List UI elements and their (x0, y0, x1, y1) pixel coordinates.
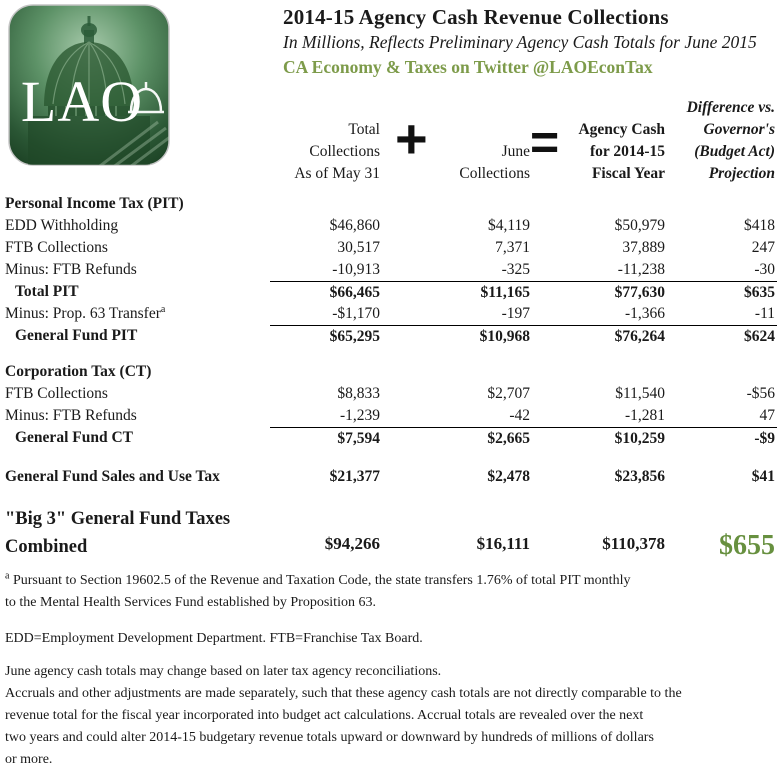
cell-total: -1,239 (339, 407, 380, 424)
table-row-section-ct: Corporation Tax (CT) (5, 361, 777, 383)
cell-agency: $110,378 (602, 534, 665, 553)
cell-difference: -11 (754, 305, 775, 322)
cell-total: -$1,170 (332, 305, 380, 322)
disclaimer-note: June agency cash totals may change based… (5, 664, 682, 767)
cell-june: -325 (501, 261, 530, 278)
cell-difference: -$9 (754, 430, 775, 447)
lao-logo: LAO (8, 4, 170, 166)
cell-total: $21,377 (329, 468, 380, 485)
cell-difference: $418 (744, 217, 775, 234)
table-row-general-fund-pit: General Fund PIT $65,295 $10,968 $76,264… (5, 325, 777, 347)
row-label: General Fund Sales and Use Tax (5, 468, 220, 485)
row-label: Personal Income Tax (PIT) (5, 195, 184, 212)
cell-total: $65,295 (329, 328, 380, 345)
cell-june: -42 (509, 407, 530, 424)
row-label: "Big 3" General Fund Taxes Combined (5, 509, 231, 557)
cell-total: 30,517 (337, 239, 380, 256)
table-row-ct-ftb-collections: FTB Collections $8,833 $2,707 $11,540 -$… (5, 383, 777, 405)
equals-operator: = (530, 114, 559, 170)
cell-difference: $624 (744, 328, 775, 345)
cell-june: -197 (501, 305, 530, 322)
plus-operator: + (395, 107, 428, 170)
table-row-prop63-transfer: Minus: Prop. 63 Transfera -$1,170 -197 -… (5, 303, 777, 325)
row-label: Minus: FTB Refunds (5, 407, 137, 424)
table-row-edd-withholding: EDD Withholding $46,860 $4,119 $50,979 $… (5, 215, 777, 237)
table-row-big3-combined: "Big 3" General Fund Taxes Combined $94,… (5, 505, 777, 561)
cell-agency: -1,281 (624, 407, 665, 424)
cell-june: $4,119 (487, 217, 530, 234)
cell-agency: $10,259 (614, 430, 665, 447)
cell-agency: $23,856 (614, 468, 665, 485)
cell-june: $16,111 (476, 534, 530, 553)
twitter-handle: CA Economy & Taxes on Twitter @LAOEconTa… (283, 57, 653, 77)
col-header-agency-cash: Agency Cash for 2014-15 Fiscal Year (578, 121, 665, 182)
cell-agency: $11,540 (615, 385, 665, 402)
cell-total: -10,913 (332, 261, 380, 278)
cell-agency: 37,889 (622, 239, 665, 256)
capitol-dome-logo-image: LAO (8, 4, 170, 166)
table-row-pit-ftb-refunds: Minus: FTB Refunds -10,913 -325 -11,238 … (5, 259, 777, 281)
cell-june: $10,968 (479, 328, 530, 345)
page-subtitle: In Millions, Reflects Preliminary Agency… (283, 32, 757, 52)
footnote-a-marker: a (5, 570, 10, 582)
table-row-general-fund-ct: General Fund CT $7,594 $2,665 $10,259 -$… (5, 427, 777, 449)
cell-difference: $635 (744, 284, 775, 301)
page-title: 2014-15 Agency Cash Revenue Collections (283, 5, 669, 29)
column-header-row: Total Collections As of May 31 June Coll… (5, 95, 777, 185)
footnotes-block: a Pursuant to Section 19602.5 of the Rev… (5, 570, 783, 767)
row-label: General Fund CT (15, 429, 133, 446)
revenue-table: Total Collections As of May 31 June Coll… (5, 95, 777, 561)
row-label: Minus: FTB Refunds (5, 261, 137, 278)
logo-dome-accent (128, 82, 164, 114)
col-header-difference: Difference vs. Governor's (Budget Act) P… (686, 99, 775, 182)
cell-agency: $50,979 (614, 217, 665, 234)
row-label: EDD Withholding (5, 217, 119, 234)
table-row-pit-ftb-collections: FTB Collections 30,517 7,371 37,889 247 (5, 237, 777, 259)
cell-difference-highlight: $655 (719, 530, 775, 561)
row-label: Corporation Tax (CT) (5, 363, 152, 380)
cell-difference: 47 (759, 407, 776, 424)
cell-difference: $41 (751, 468, 775, 485)
table-row-section-pit: Personal Income Tax (PIT) (5, 193, 777, 215)
cell-june: 7,371 (495, 239, 530, 256)
row-label: General Fund PIT (15, 327, 138, 344)
row-label: FTB Collections (5, 239, 108, 256)
cell-total: $8,833 (337, 385, 380, 402)
cell-difference: -$56 (746, 385, 775, 402)
cell-june: $2,478 (487, 468, 530, 485)
row-label: Total PIT (15, 283, 79, 300)
cell-june: $2,707 (487, 385, 530, 402)
table-body: Personal Income Tax (PIT) EDD Withholdin… (5, 193, 777, 561)
cell-difference: -30 (754, 261, 775, 278)
cell-june: $11,165 (480, 284, 530, 301)
cell-total: $7,594 (337, 430, 380, 447)
cell-total: $46,860 (329, 217, 380, 234)
abbreviations-note: EDD=Employment Development Department. F… (5, 631, 423, 646)
cell-agency: -1,366 (624, 305, 665, 322)
cell-agency: -11,238 (617, 261, 665, 278)
cell-difference: 247 (751, 239, 775, 256)
col-header-june-collections: June Collections (459, 143, 530, 182)
logo-wordmark: LAO (21, 69, 143, 134)
table-row-total-pit: Total PIT $66,465 $11,165 $77,630 $635 (5, 281, 777, 303)
footnote-a: a Pursuant to Section 19602.5 of the Rev… (5, 570, 631, 610)
header-block: 2014-15 Agency Cash Revenue Collections … (283, 4, 781, 80)
col-header-total-collections: Total Collections As of May 31 (294, 121, 380, 182)
footnote-marker: a (160, 303, 166, 315)
cell-agency: $77,630 (614, 284, 665, 301)
cell-total: $66,465 (329, 284, 380, 301)
table-row-sales-use-tax: General Fund Sales and Use Tax $21,377 $… (5, 466, 777, 488)
row-label: Minus: Prop. 63 Transfera (5, 303, 166, 322)
cell-total: $94,266 (324, 534, 380, 553)
table-row-ct-ftb-refunds: Minus: FTB Refunds -1,239 -42 -1,281 47 (5, 405, 777, 427)
cell-june: $2,665 (487, 430, 530, 447)
cell-agency: $76,264 (614, 328, 665, 345)
row-label: FTB Collections (5, 385, 108, 402)
